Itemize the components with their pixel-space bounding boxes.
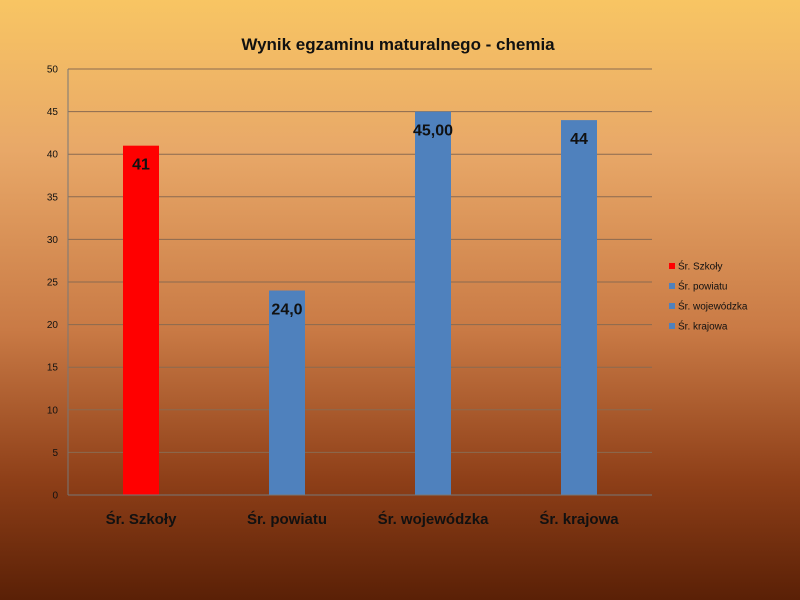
legend-label: Śr. krajowa [678, 320, 728, 333]
legend: Śr. Szkoły Śr. powiatu Śr. wojewódzka Śr. k… [669, 260, 748, 333]
y-tick-label: 40 [47, 150, 59, 161]
legend-swatch [669, 283, 675, 289]
bar [415, 111, 451, 495]
gridlines [68, 68, 652, 496]
legend-swatch [669, 263, 675, 269]
x-tick-label: Śr. wojewódzka [378, 510, 490, 528]
y-tick-label: 15 [47, 363, 59, 374]
bar [561, 120, 597, 496]
legend-label: Śr. Szkoły [678, 260, 722, 273]
y-axis: 0 5 10 15 20 25 30 35 40 45 50 [47, 65, 69, 502]
data-label: 41 [132, 157, 150, 174]
x-axis: Śr. Szkoły Śr. powiatu Śr. wojewódzka Śr. k… [68, 494, 652, 528]
y-tick-label: 0 [52, 491, 58, 502]
data-label: 45,00 [413, 123, 453, 140]
legend-label: Śr. powiatu [678, 280, 727, 293]
bar [123, 145, 159, 495]
bar [269, 290, 305, 495]
data-label: 44 [570, 131, 588, 148]
bars: 41 24,0 45,00 44 [123, 111, 597, 496]
legend-swatch [669, 303, 675, 309]
data-label: 24,0 [271, 302, 302, 319]
y-tick-label: 20 [47, 320, 59, 331]
y-tick-label: 30 [47, 235, 59, 246]
x-tick-label: Śr. powiatu [247, 510, 327, 528]
legend-swatch [669, 323, 675, 329]
y-tick-label: 50 [47, 65, 59, 76]
legend-label: Śr. wojewódzka [678, 300, 748, 313]
x-tick-label: Śr. Szkoły [106, 510, 178, 528]
y-tick-label: 10 [47, 405, 59, 416]
y-tick-label: 25 [47, 278, 59, 289]
y-tick-label: 5 [52, 448, 58, 459]
y-tick-label: 45 [47, 107, 59, 118]
x-tick-label: Śr. krajowa [539, 510, 619, 528]
y-tick-label: 35 [47, 192, 59, 203]
chart-title: Wynik egzaminu maturalnego - chemia [241, 35, 555, 54]
